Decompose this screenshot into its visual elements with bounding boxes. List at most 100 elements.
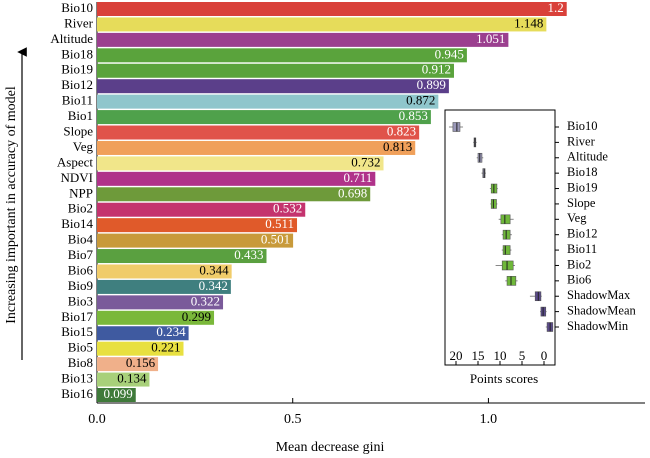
y-tick-label: Bio12	[61, 77, 93, 92]
y-tick-label: Bio18	[61, 46, 93, 61]
bar	[97, 2, 567, 16]
value-label: 0.322	[191, 293, 220, 308]
bar	[97, 357, 159, 372]
value-label: 0.134	[117, 371, 147, 386]
y-tick-label: NPP	[69, 185, 93, 200]
x-tick-label: 0.0	[88, 412, 106, 427]
y-tick-label: Bio10	[61, 0, 93, 15]
bar	[97, 202, 306, 217]
inset-y-tick-label: Bio10	[567, 119, 598, 133]
bar	[97, 17, 547, 32]
y-tick-label: Slope	[63, 124, 93, 139]
x-axis-label: Mean decrease gini	[276, 440, 385, 455]
bar	[97, 279, 231, 294]
box	[502, 245, 511, 255]
bar	[97, 388, 136, 402]
y-tick-label: Bio3	[68, 293, 93, 308]
inset-y-tick-label: Bio6	[567, 273, 591, 287]
value-label: 0.532	[273, 201, 302, 216]
value-label: 0.899	[417, 77, 446, 92]
inset-y-tick-label: ShadowMin	[567, 319, 629, 333]
value-label: 0.711	[344, 170, 373, 185]
value-label: 0.853	[399, 108, 428, 123]
value-label: 0.433	[234, 247, 263, 262]
inset-x-tick-label: 10	[494, 348, 507, 363]
value-label: 0.511	[265, 216, 294, 231]
bar	[97, 125, 420, 140]
inset-y-tick-label: Bio2	[567, 257, 591, 271]
bar	[97, 156, 384, 171]
y-tick-label: Altitude	[50, 31, 93, 46]
bar	[97, 326, 189, 341]
inset-y-tick-label: Bio12	[567, 227, 598, 241]
y-tick-label: Aspect	[57, 154, 93, 169]
y-tick-label: Bio8	[68, 355, 93, 370]
value-label: 0.912	[422, 62, 451, 77]
inset-y-tick-label: ShadowMax	[567, 288, 631, 302]
inset-y-tick-label: Altitude	[567, 150, 608, 164]
y-tick-label: Bio5	[68, 340, 93, 355]
bar	[97, 310, 215, 325]
y-tick-label: Bio17	[61, 309, 93, 324]
y-tick-label: Bio15	[61, 324, 93, 339]
inset-y-tick-label: Veg	[567, 211, 587, 225]
value-label: 0.342	[199, 278, 228, 293]
y-tick-label: Bio14	[61, 216, 93, 231]
value-label: 0.823	[387, 124, 416, 139]
y-tick-label: Bio6	[68, 262, 94, 277]
inset-y-tick-label: Bio19	[567, 180, 598, 194]
value-label: 0.156	[126, 355, 156, 370]
bar	[97, 79, 449, 94]
inset-frame	[444, 109, 556, 366]
inset-y-tick-label: ShadowMean	[567, 303, 636, 317]
x-tick-label: 1.0	[480, 412, 498, 427]
y-tick-label: Veg	[73, 139, 94, 154]
bar	[97, 295, 224, 310]
y-tick-label: Bio13	[61, 371, 93, 386]
value-label: 0.872	[406, 93, 435, 108]
y-tick-label: Bio4	[68, 232, 94, 247]
value-label: 0.299	[182, 309, 211, 324]
value-label: 0.945	[435, 46, 464, 61]
y-tick-label: NDVI	[61, 170, 94, 185]
bar	[97, 372, 150, 387]
value-label: 1.2	[547, 0, 563, 15]
value-label: 0.813	[383, 139, 412, 154]
box	[501, 260, 514, 271]
y-tick-label: Bio1	[68, 108, 93, 123]
inset-x-label: Points scores	[470, 371, 538, 386]
y-tick-label: Bio16	[61, 386, 93, 401]
bar	[97, 187, 371, 202]
bar	[97, 233, 294, 248]
value-label: 1.148	[514, 15, 543, 30]
bar	[97, 249, 267, 264]
inset-x-tick-label: 20	[450, 348, 463, 363]
bar	[97, 32, 509, 47]
value-label: 0.732	[351, 154, 380, 169]
value-label: 0.221	[151, 340, 180, 355]
bar	[97, 94, 439, 109]
inset-x-tick-label: 5	[519, 348, 526, 363]
y-tick-label: Bio11	[62, 93, 93, 108]
inset-y-tick-label: Slope	[567, 196, 596, 210]
y-tick-label: Bio9	[68, 278, 93, 293]
x-tick-label: 0.5	[284, 412, 302, 427]
y-tick-label: River	[64, 15, 94, 30]
value-label: 0.099	[104, 386, 133, 401]
value-label: 0.501	[261, 232, 290, 247]
value-label: 0.698	[338, 185, 367, 200]
inset-x-tick-label: 0	[541, 348, 548, 363]
bar	[97, 140, 416, 155]
inset-y-tick-label: Bio11	[567, 242, 597, 256]
bar	[97, 264, 232, 279]
box	[500, 214, 511, 225]
inset-y-tick-label: River	[567, 134, 596, 148]
y-axis-label: Increasing important in accuracy of mode…	[4, 86, 19, 324]
bar	[97, 110, 431, 125]
value-label: 1.051	[476, 31, 505, 46]
value-label: 0.344	[199, 262, 229, 277]
bar	[97, 171, 376, 186]
bar	[97, 341, 184, 356]
inset-y-tick-label: Bio18	[567, 165, 598, 179]
